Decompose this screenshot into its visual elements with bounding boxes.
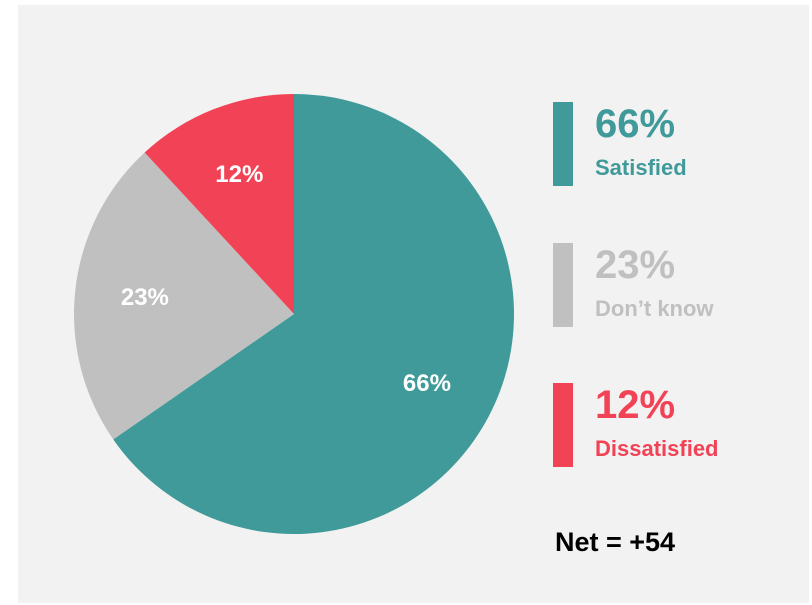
legend-label-dont-know: Don’t know (595, 296, 714, 321)
legend-item-dissatisfied: 12% Dissatisfied (553, 383, 793, 467)
legend-swatch-dissatisfied (553, 383, 573, 467)
net-score: Net = +54 (555, 527, 676, 557)
slice-label-don-t-know: 23% (121, 284, 169, 311)
slice-label-dissatisfied: 12% (215, 161, 263, 188)
legend-label-dissatisfied: Dissatisfied (595, 436, 719, 461)
legend-item-dont-know: 23% Don’t know (553, 243, 793, 327)
legend-percent-dont-know: 23% (595, 243, 676, 287)
pie-slice-dissatisfied (144, 93, 294, 314)
legend-percent-satisfied: 66% (595, 102, 676, 146)
legend-percent-dissatisfied: 12% (595, 383, 676, 427)
pie-slice-satisfied (113, 94, 514, 534)
legend-label-satisfied: Satisfied (595, 155, 687, 180)
slice-label-satisfied: 66% (403, 370, 451, 397)
legend-swatch-satisfied (553, 102, 573, 186)
pie-slice-don-t-know (73, 152, 294, 440)
legend-swatch-dont-know (553, 243, 573, 327)
legend-item-satisfied: 66% Satisfied (553, 102, 793, 186)
